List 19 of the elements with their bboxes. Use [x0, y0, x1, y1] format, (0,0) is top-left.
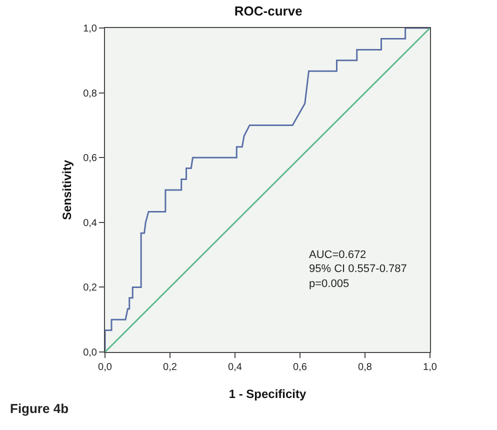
x-axis-title: 1 - Specificity — [228, 387, 306, 401]
y-tick-label: 0,2 — [83, 282, 98, 294]
y-tick-label: 0,0 — [83, 348, 98, 358]
x-tick-label: 0,6 — [293, 362, 308, 373]
annotation: p=0.005 — [309, 278, 350, 290]
annotation: AUC=0.672 — [309, 249, 366, 261]
y-tick-label: 0,6 — [83, 153, 98, 164]
x-tick-label: 0,0 — [98, 362, 112, 373]
x-tick-label: 0,8 — [358, 362, 372, 373]
y-tick-label: 0,4 — [83, 218, 98, 229]
chart-title: ROC-curve — [234, 4, 302, 19]
annotation: 95% CI 0.557-0.787 — [309, 263, 407, 275]
x-tick-label: 0,4 — [228, 362, 242, 373]
caption: Figure 4b — [10, 401, 69, 416]
y-tick-label: 0,8 — [83, 88, 98, 100]
y-tick-label: 1,0 — [83, 24, 98, 34]
x-tick-label: 1,0 — [423, 362, 438, 373]
y-axis-title: Sensitivity — [60, 160, 74, 220]
x-tick-label: 0,2 — [163, 362, 178, 373]
